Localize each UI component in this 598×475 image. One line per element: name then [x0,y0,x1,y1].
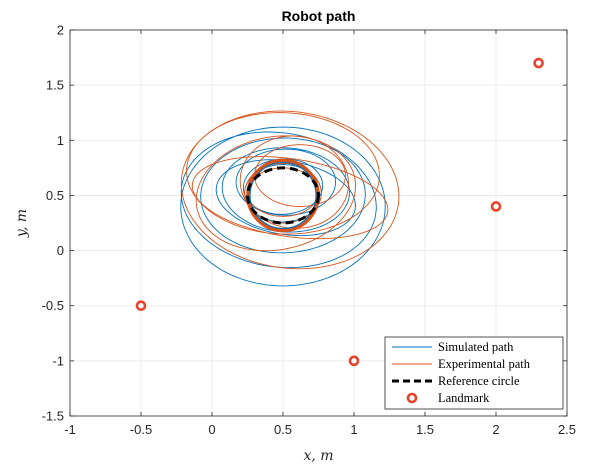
series-layer [135,57,544,367]
plot-area [135,57,544,367]
x-tick-labels: -1 -0.5 0 0.5 1 1.5 2 2.5 [64,422,576,437]
landmark-series [135,57,544,367]
y-tick-label: -1 [52,353,64,368]
axes-box [69,29,568,417]
axis-ticks [69,29,568,417]
converged-simulated-ring [249,161,317,230]
x-tick-label: 0.5 [274,422,292,437]
y-tick-label: -0.5 [42,298,64,313]
landmark-marker [490,201,502,212]
x-tick-label: 2 [492,422,499,437]
legend-items: Simulated path Experimental path Reference… [392,340,531,405]
y-tick-label: 0 [57,243,64,258]
y-tick-label: 2 [57,23,64,38]
landmark-marker [533,57,544,69]
x-tick-label: -0.5 [130,422,152,437]
x-axis-label: x, m [303,448,333,464]
legend-label: Landmark [438,391,490,405]
legend-label: Simulated path [438,340,514,354]
x-tick-label: -1 [64,422,76,437]
x-tick-label: 1.5 [416,422,434,437]
x-tick-label: 2.5 [558,422,576,437]
x-tick-label: 1 [350,422,357,437]
landmark-marker [348,355,360,367]
y-tick-label: 1 [57,133,64,148]
legend: Simulated path Experimental path Reference… [384,336,564,410]
y-tick-label: 0.5 [46,188,64,203]
landmark-marker [135,300,147,312]
legend-swatch-marker [406,392,418,404]
legend-label: Reference circle [438,374,520,388]
y-axis-label: y, m [14,209,30,238]
y-tick-label: 1.5 [46,78,64,93]
chart-title: Robot path [282,8,356,24]
y-tick-labels: -1.5 -1 -0.5 0 0.5 1 1.5 2 [42,23,64,424]
reference-circle [246,166,320,225]
x-tick-label: 0 [208,422,215,437]
y-tick-label: -1.5 [42,409,64,424]
legend-label: Experimental path [438,357,531,371]
